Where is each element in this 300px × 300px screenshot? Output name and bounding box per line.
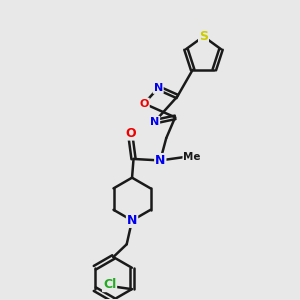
Text: O: O: [125, 127, 136, 140]
Text: Cl: Cl: [103, 278, 116, 291]
Text: S: S: [199, 30, 208, 43]
Text: O: O: [140, 99, 149, 109]
Text: Me: Me: [183, 152, 201, 162]
Text: N: N: [150, 117, 159, 127]
Text: N: N: [154, 83, 163, 93]
Text: N: N: [155, 154, 166, 167]
Text: N: N: [127, 214, 137, 227]
